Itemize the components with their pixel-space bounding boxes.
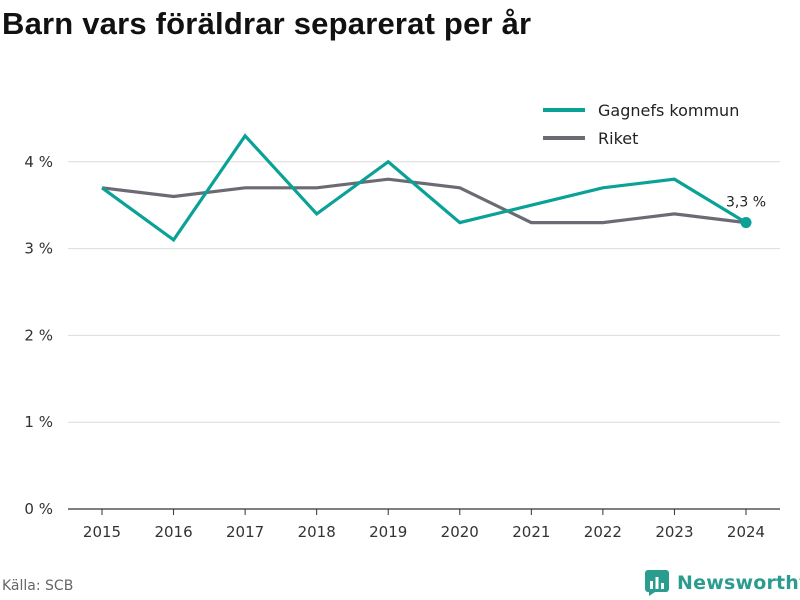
- annotations: 3,3 %: [726, 195, 766, 229]
- x-tick-label: 2023: [655, 523, 693, 541]
- newsworthy-logo-icon: [645, 570, 669, 596]
- x-tick-label: 2022: [584, 523, 622, 541]
- x-tick-label: 2024: [727, 523, 765, 541]
- series-line-riket: [101, 177, 747, 225]
- y-tick-label: 0 %: [24, 500, 53, 518]
- end-point-marker: [740, 217, 752, 229]
- y-tick-label: 2 %: [24, 326, 53, 344]
- chart-title: Barn vars föräldrar separerat per år: [2, 6, 532, 41]
- series-lines: [101, 133, 747, 243]
- y-tick-label: 3 %: [24, 240, 53, 258]
- x-tick-label: 2017: [226, 523, 264, 541]
- gridlines: [68, 161, 780, 510]
- x-tick-label: 2016: [154, 523, 192, 541]
- source-note: Källa: SCB: [2, 578, 74, 594]
- data-label: 3,3 %: [726, 195, 766, 211]
- x-tick-label: 2019: [369, 523, 407, 541]
- series-line-gagnefs-kommun: [101, 133, 747, 243]
- brand-name: Newsworthy: [677, 572, 800, 594]
- legend-label: Gagnefs kommun: [598, 101, 739, 120]
- x-tick-label: 2021: [512, 523, 550, 541]
- brand[interactable]: Newsworthy: [645, 570, 800, 596]
- y-axis-ticks: 0 % 1 % 2 % 3 % 4 %: [24, 153, 53, 518]
- y-tick-label: 1 %: [24, 413, 53, 431]
- x-tick-label: 2018: [298, 523, 336, 541]
- y-tick-label: 4 %: [24, 153, 53, 171]
- x-tick-label: 2015: [83, 523, 121, 541]
- x-axis-ticks: 2015 2016 2017 2018 2019 2020 2021 2022 2023 2024: [83, 509, 765, 541]
- x-tick-label: 2020: [441, 523, 479, 541]
- legend-label: Riket: [598, 129, 638, 148]
- legend: Gagnefs kommun Riket: [543, 101, 739, 148]
